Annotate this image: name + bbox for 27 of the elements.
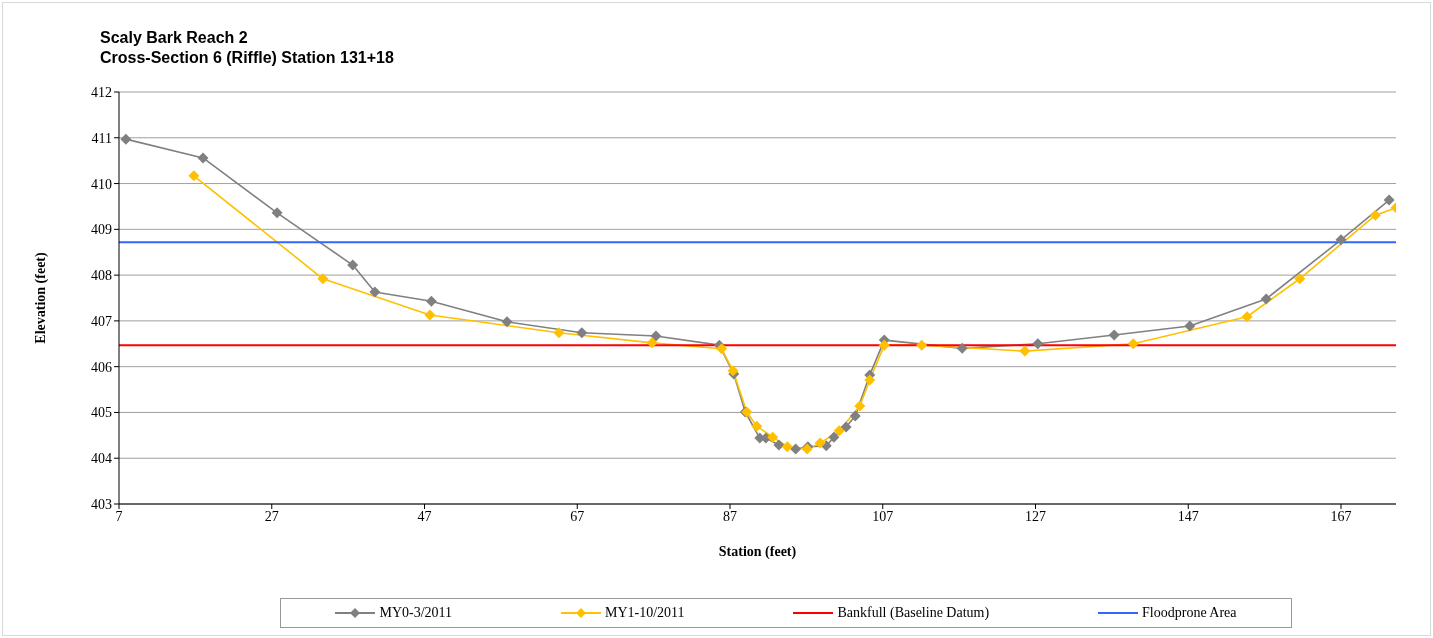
x-axis-title: Station (feet) [718,544,797,560]
y-tick-label: 411 [91,130,112,146]
x-tick-label: 67 [570,508,585,524]
y-tick-label: 406 [91,359,112,375]
legend-label: Bankfull (Baseline Datum) [837,605,990,621]
x-tick-label: 107 [872,508,894,524]
x-tick-label: 167 [1330,508,1352,524]
y-tick-label: 403 [91,496,112,512]
legend-label: MY0-3/2011 [379,605,453,621]
y-tick-label: 409 [91,222,112,238]
legend-label: MY1-10/2011 [604,605,685,621]
chart-subtitle: Cross-Section 6 (Riffle) Station 131+18 [100,48,394,68]
y-tick-label: 412 [91,84,112,100]
x-tick-label: 47 [417,508,432,524]
x-tick-label: 87 [723,508,737,524]
y-tick-label: 405 [91,405,112,421]
x-tick-label: 7 [115,508,123,524]
legend-label: Floodprone Area [1142,605,1237,621]
y-axis-title: Elevation (feet) [32,251,49,344]
chart-title: Scaly Bark Reach 2 [100,28,249,48]
y-tick-label: 407 [91,313,112,329]
y-tick-label: 404 [91,451,112,467]
x-tick-label: 27 [264,508,279,524]
y-tick-label: 408 [91,268,112,284]
x-tick-label: 127 [1025,508,1047,524]
y-tick-label: 410 [91,176,112,192]
x-tick-label: 147 [1177,508,1199,524]
